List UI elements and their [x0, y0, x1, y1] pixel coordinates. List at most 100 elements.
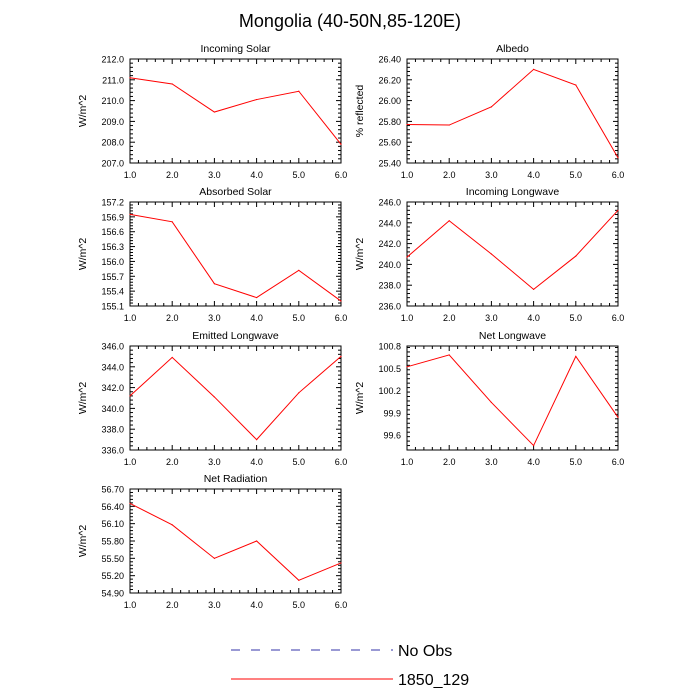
plot-frame	[406, 345, 619, 451]
data-point	[406, 123, 408, 126]
x-tick-label: 4.0	[250, 457, 263, 467]
panels: Incoming Solar W/m^2 1.0 2.0 3.0 4.0 5.0 6.0 207…	[77, 43, 624, 610]
x-tick-label: 2.0	[443, 457, 456, 467]
panel-1: Incoming Solar W/m^2 1.0 2.0 3.0 4.0 5.0 6.0 207…	[77, 43, 347, 180]
x-tick-label: 3.0	[208, 170, 221, 180]
y-tick-label: 155.7	[101, 272, 124, 282]
x-tick-label: 4.0	[527, 313, 540, 323]
x-tick-label: 5.0	[293, 313, 306, 323]
y-tick-label: 210.0	[101, 96, 124, 106]
x-tick-label: 1.0	[401, 457, 414, 467]
plot-frame	[129, 58, 342, 164]
x-tick-label: 6.0	[612, 313, 625, 323]
x-tick-label: 6.0	[335, 457, 348, 467]
data-point	[171, 83, 173, 85]
y-tick-label: 242.0	[378, 239, 401, 249]
series-line	[406, 209, 619, 291]
x-tick-label: 5.0	[570, 457, 583, 467]
y-tick-label: 246.0	[378, 198, 401, 208]
x-tick-label: 2.0	[166, 313, 179, 323]
y-tick-label: 26.40	[378, 55, 401, 65]
data-point	[533, 288, 535, 290]
x-tick-label: 3.0	[485, 313, 498, 323]
y-tick-label: 340.0	[101, 404, 124, 414]
x-tick-label: 2.0	[443, 313, 456, 323]
x-tick-label: 4.0	[527, 170, 540, 180]
panel-6: Net Longwave W/m^2 1.0 2.0 3.0 4.0 5.0 6.0 99.6 9…	[354, 330, 624, 467]
y-tick-label: 236.0	[378, 302, 401, 312]
x-tick-label: 3.0	[485, 170, 498, 180]
data-point	[171, 221, 173, 223]
legend-label: 1850_129	[398, 672, 469, 689]
data-point	[256, 296, 258, 299]
y-tick-label: 156.6	[101, 227, 124, 237]
x-tick-label: 4.0	[250, 600, 263, 610]
y-tick-label: 99.6	[383, 431, 401, 441]
data-point	[490, 253, 492, 255]
x-tick-label: 5.0	[570, 313, 583, 323]
y-tick-label: 55.80	[101, 537, 124, 547]
y-tick-label: 155.1	[101, 302, 124, 312]
legend-item: No Obs	[231, 643, 452, 660]
data-point	[340, 562, 342, 564]
panel-3: Absorbed Solar W/m^2 1.0 2.0 3.0 4.0 5.0 6.0 155…	[77, 186, 347, 323]
data-point	[406, 366, 408, 368]
data-point	[617, 157, 619, 159]
data-point	[256, 98, 258, 101]
y-tick-label: 155.4	[101, 287, 124, 297]
x-tick-label: 4.0	[250, 313, 263, 323]
y-tick-label: 212.0	[101, 55, 124, 65]
data-point	[298, 579, 300, 581]
y-tick-label: 342.0	[101, 383, 124, 393]
y-tick-label: 336.0	[101, 446, 124, 456]
data-point	[575, 255, 577, 257]
data-point	[129, 502, 131, 505]
data-point	[171, 356, 173, 359]
y-tick-label: 55.50	[101, 554, 124, 564]
y-tick-label: 338.0	[101, 425, 124, 435]
x-tick-label: 4.0	[527, 457, 540, 467]
y-axis-label: W/m^2	[354, 238, 366, 271]
x-tick-label: 6.0	[335, 313, 348, 323]
plot-frame	[406, 58, 619, 164]
series-line	[129, 213, 342, 302]
panel-title: Albedo	[496, 43, 529, 55]
plot-frame	[129, 345, 342, 451]
data-point	[448, 124, 450, 126]
panel-4: Incoming Longwave W/m^2 1.0 2.0 3.0 4.0 5.0 6.0…	[354, 186, 624, 323]
data-point	[298, 90, 300, 92]
x-tick-label: 6.0	[612, 170, 625, 180]
panel-title: Net Longwave	[479, 330, 546, 342]
y-axis-label: W/m^2	[77, 238, 89, 271]
x-tick-label: 5.0	[293, 600, 306, 610]
data-point	[256, 540, 258, 542]
y-axis-label: W/m^2	[77, 95, 89, 128]
y-axis-label: W/m^2	[77, 525, 89, 558]
data-point	[298, 392, 300, 394]
y-tick-label: 156.0	[101, 257, 124, 267]
data-point	[213, 283, 215, 285]
x-tick-label: 6.0	[335, 170, 348, 180]
y-tick-label: 25.60	[378, 138, 401, 148]
x-tick-label: 1.0	[124, 170, 137, 180]
data-point	[340, 300, 342, 302]
data-point	[575, 355, 577, 357]
data-point	[213, 396, 215, 398]
data-point	[533, 68, 535, 70]
y-tick-label: 244.0	[378, 218, 401, 228]
data-point	[340, 355, 342, 357]
x-tick-label: 2.0	[166, 457, 179, 467]
series-line	[129, 356, 342, 441]
y-axis-label: W/m^2	[77, 382, 89, 415]
data-point	[129, 77, 131, 79]
y-tick-label: 26.20	[378, 75, 401, 85]
x-tick-label: 3.0	[208, 600, 221, 610]
y-tick-label: 238.0	[378, 281, 401, 291]
panel-2: Albedo % reflected 1.0 2.0 3.0 4.0 5.0 6.0 25.40…	[354, 43, 624, 180]
y-tick-label: 100.5	[378, 364, 401, 374]
y-tick-label: 346.0	[101, 342, 124, 352]
x-tick-label: 5.0	[293, 170, 306, 180]
y-axis-label: W/m^2	[354, 382, 366, 415]
data-point	[213, 557, 215, 559]
